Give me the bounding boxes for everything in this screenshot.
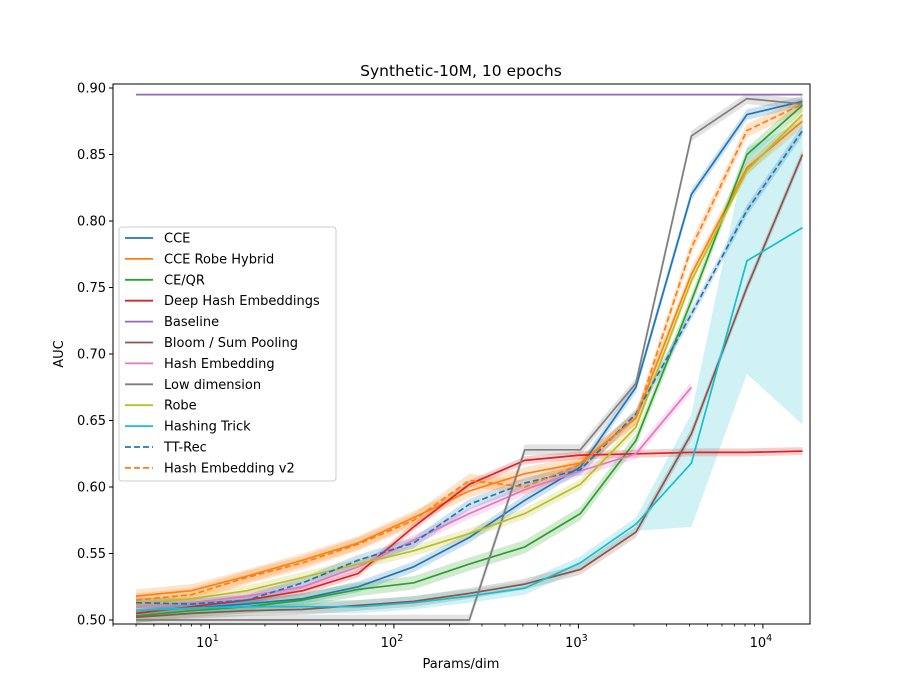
series-line-bloom-sum-pooling xyxy=(135,154,804,619)
y-tick-label: 0.60 xyxy=(77,481,106,496)
series-lines xyxy=(135,93,804,621)
legend-label-bloom-sum-pooling: Bloom / Sum Pooling xyxy=(164,336,298,351)
series-line-robe xyxy=(135,114,804,605)
y-tick-label: 0.80 xyxy=(77,214,106,229)
legend-label-deep-hash-embeddings: Deep Hash Embeddings xyxy=(164,294,320,309)
x-tick-label: 104 xyxy=(750,633,773,651)
legend-label-ce-qr: CE/QR xyxy=(164,273,205,288)
band-hash-embedding-v2-dashed xyxy=(136,97,803,607)
confidence-bands xyxy=(136,93,803,626)
legend-label-low-dimension: Low dimension xyxy=(164,378,261,393)
legend-label-cce-robe-hybrid: CCE Robe Hybrid xyxy=(164,252,274,267)
chart-title: Synthetic-10M, 10 epochs xyxy=(360,62,562,80)
legend-label-baseline: Baseline xyxy=(164,315,219,330)
x-tick-label: 103 xyxy=(565,633,588,651)
legend-label-robe: Robe xyxy=(164,399,197,414)
legend-label-tt-rec: TT-Rec xyxy=(163,441,207,456)
y-tick-label: 0.65 xyxy=(77,414,106,429)
y-tick-label: 0.90 xyxy=(77,81,106,96)
x-axis-label: Params/dim xyxy=(423,657,500,672)
band-deep-hash-embeddings xyxy=(136,447,803,618)
legend-box xyxy=(118,226,337,482)
legend-label-hash-embedding-v2: Hash Embedding v2 xyxy=(164,461,295,476)
series-line-cce xyxy=(135,100,803,612)
y-tick-label: 0.55 xyxy=(77,547,106,562)
y-tick-label: 0.70 xyxy=(77,348,106,363)
series-line-low-dimension xyxy=(136,97,803,621)
band-ce-qr xyxy=(136,98,803,623)
y-tick-label: 0.85 xyxy=(77,148,106,163)
series-line-hash-embedding-v2 xyxy=(135,103,803,601)
legend: CCE CCE Robe Hybrid CE/QR Deep Hash Embeddi… xyxy=(118,226,337,482)
y-axis: 0.50 0.55 0.60 0.65 0.70 0.75 0.80 0.85 0.90 xyxy=(77,81,113,629)
y-tick-label: 0.50 xyxy=(77,614,106,629)
series-line-tt-rec xyxy=(135,130,804,605)
series-line-cce-robe-hybrid xyxy=(135,120,804,597)
legend-label-hashing-trick: Hashing Trick xyxy=(164,420,251,435)
legend-label-cce: CCE xyxy=(164,232,190,247)
legend-label-hash-embedding: Hash Embedding xyxy=(164,357,275,372)
series-line-hashing-trick xyxy=(135,226,803,612)
y-tick-label: 0.75 xyxy=(77,281,106,296)
y-axis-label: AUC xyxy=(52,340,67,368)
x-tick-label: 102 xyxy=(381,633,404,651)
x-axis: 101 102 103 104 xyxy=(112,624,773,651)
x-tick-label: 101 xyxy=(196,633,219,651)
